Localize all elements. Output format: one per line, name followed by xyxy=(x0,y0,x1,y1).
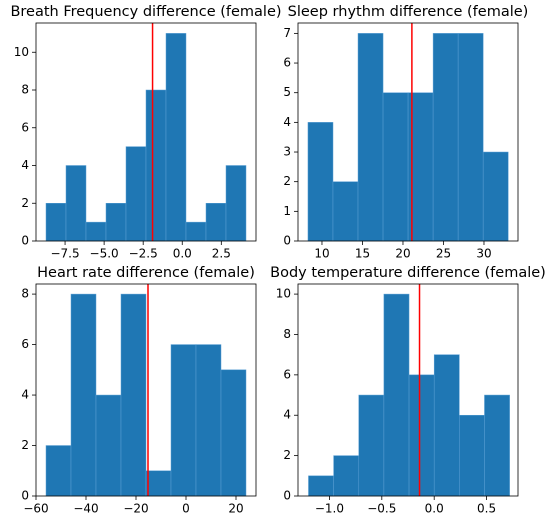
x-tick-label: 0.5 xyxy=(477,502,496,516)
x-tick-label: 20 xyxy=(228,502,243,516)
y-tick-label: 2 xyxy=(283,448,291,462)
y-tick-label: 5 xyxy=(283,85,291,99)
y-tick-label: 4 xyxy=(283,408,291,422)
chart-title: Breath Frequency difference (female) xyxy=(10,4,281,20)
y-tick-label: 4 xyxy=(283,115,291,129)
bar xyxy=(85,221,107,242)
y-tick-label: 2 xyxy=(21,438,29,452)
axes-frame xyxy=(35,283,257,497)
bar xyxy=(459,414,485,497)
x-tick-label: −1.0 xyxy=(315,502,344,516)
y-tick-label: 6 xyxy=(283,367,291,381)
y-tick-label: 7 xyxy=(283,26,291,40)
x-tick-label: −20 xyxy=(123,502,148,516)
bar xyxy=(65,165,87,242)
bar xyxy=(432,33,459,242)
bar xyxy=(383,293,410,497)
x-tick-label: −60 xyxy=(23,502,48,516)
y-tick-label: 0 xyxy=(21,489,29,503)
x-tick-label: 20 xyxy=(395,247,410,261)
bar xyxy=(484,394,510,497)
x-tick-label: −0.5 xyxy=(367,502,396,516)
y-tick-label: 0 xyxy=(283,234,291,248)
bar xyxy=(125,146,147,242)
bar xyxy=(145,470,172,497)
y-tick-label: 6 xyxy=(283,56,291,70)
x-tick-label: −2.5 xyxy=(129,247,158,261)
bar xyxy=(105,203,127,242)
x-tick-label: −5.0 xyxy=(90,247,119,261)
y-tick-label: 2 xyxy=(21,196,29,210)
bar xyxy=(358,394,385,497)
bar xyxy=(95,394,122,497)
x-tick-label: 0 xyxy=(182,502,190,516)
bar xyxy=(332,181,359,242)
x-tick-label: 10 xyxy=(314,247,329,261)
bar xyxy=(333,455,360,497)
y-tick-label: 10 xyxy=(14,45,29,59)
bar xyxy=(170,344,197,497)
x-tick-label: −40 xyxy=(73,502,98,516)
y-tick-label: 6 xyxy=(21,337,29,351)
axes-frame xyxy=(35,22,257,242)
bar xyxy=(165,33,187,242)
x-tick-label: −7.5 xyxy=(50,247,79,261)
axes-frame xyxy=(297,283,519,497)
bar xyxy=(408,374,435,497)
y-tick-label: 4 xyxy=(21,388,29,402)
bar xyxy=(45,203,67,242)
y-tick-label: 8 xyxy=(21,83,29,97)
bar xyxy=(185,221,207,242)
bar xyxy=(145,89,167,242)
chart-title: Heart rate difference (female) xyxy=(37,265,255,281)
x-tick-label: 0.0 xyxy=(173,247,192,261)
chart-title: Sleep rhythm difference (female) xyxy=(288,4,529,20)
y-tick-label: 8 xyxy=(21,287,29,301)
bar xyxy=(195,344,222,497)
axes-frame xyxy=(297,22,519,242)
y-tick-label: 4 xyxy=(21,158,29,172)
bar xyxy=(433,354,460,497)
y-tick-label: 2 xyxy=(283,174,291,188)
y-tick-label: 0 xyxy=(21,234,29,248)
x-tick-label: 15 xyxy=(355,247,370,261)
x-tick-label: 25 xyxy=(436,247,451,261)
y-tick-label: 10 xyxy=(276,287,291,301)
chart-title: Body temperature difference (female) xyxy=(270,265,546,281)
y-tick-label: 3 xyxy=(283,145,291,159)
y-tick-label: 0 xyxy=(283,489,291,503)
bar xyxy=(382,92,409,242)
bar xyxy=(457,33,484,242)
x-tick-label: 2.5 xyxy=(212,247,231,261)
y-tick-label: 6 xyxy=(21,120,29,134)
bar xyxy=(70,293,97,497)
x-tick-label: 30 xyxy=(476,247,491,261)
bar xyxy=(45,445,72,497)
x-tick-label: 0.0 xyxy=(425,502,444,516)
bar xyxy=(205,203,227,242)
bar xyxy=(308,475,334,497)
bar xyxy=(307,122,334,242)
bar xyxy=(225,165,247,242)
bar xyxy=(220,369,247,497)
bar xyxy=(357,33,384,242)
y-tick-label: 1 xyxy=(283,204,291,218)
bar xyxy=(120,293,147,497)
bar xyxy=(482,151,509,242)
y-tick-label: 8 xyxy=(283,327,291,341)
